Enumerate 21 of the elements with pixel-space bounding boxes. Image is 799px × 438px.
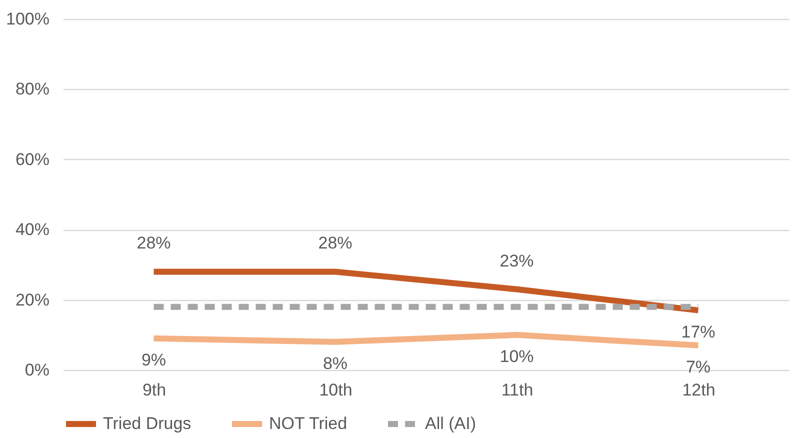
data-label: 8% xyxy=(322,354,348,373)
y-tick-label: 60% xyxy=(15,150,50,169)
data-label: 28% xyxy=(318,234,352,253)
y-tick-label: 20% xyxy=(15,290,50,310)
data-label: 23% xyxy=(500,251,534,270)
y-tick-label: 100% xyxy=(6,10,50,28)
data-label: 7% xyxy=(686,357,711,376)
x-tick-label: 11th xyxy=(501,380,534,400)
x-tick-label: 12th xyxy=(682,380,716,400)
x-tick-label: 9th xyxy=(142,380,166,400)
data-label: 9% xyxy=(141,350,166,370)
data-label: 28% xyxy=(136,234,171,253)
legend-label: NOT Tried xyxy=(269,414,348,433)
legend-label: Tried Drugs xyxy=(103,414,192,433)
y-tick-label: 0% xyxy=(24,360,50,380)
legend-label: All (AI) xyxy=(425,414,476,433)
y-tick-label: 80% xyxy=(15,80,50,99)
data-label: 17% xyxy=(681,322,716,342)
y-tick-label: 40% xyxy=(15,220,50,240)
data-label: 10% xyxy=(500,346,534,366)
x-tick-label: 10th xyxy=(319,380,352,400)
